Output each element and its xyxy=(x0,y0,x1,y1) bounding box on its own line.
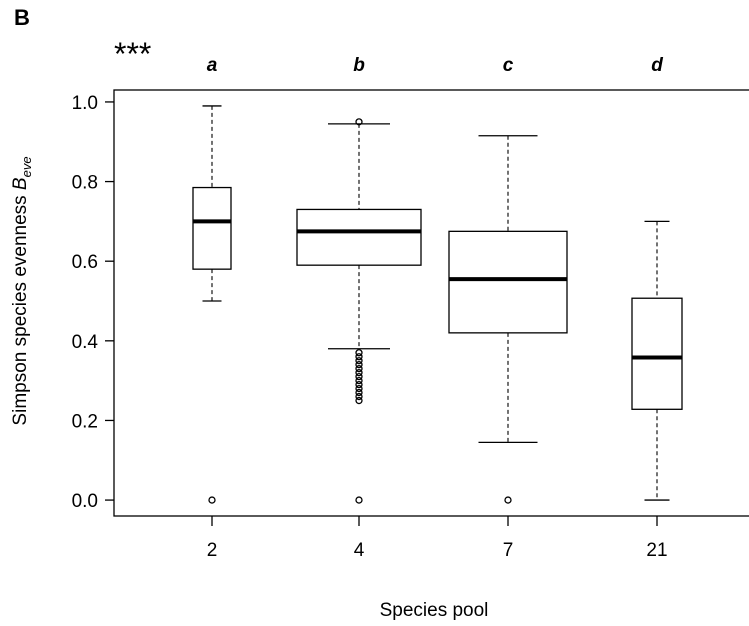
box-body xyxy=(448,230,568,334)
outlier-point xyxy=(355,361,363,369)
significance-label: *** xyxy=(114,36,151,72)
box-body xyxy=(631,297,683,410)
box-21 xyxy=(631,220,683,501)
outlier-point xyxy=(355,373,363,381)
panel-label: B xyxy=(14,5,30,30)
y-tick-label: 0.6 xyxy=(72,252,98,273)
outlier-point xyxy=(504,496,512,504)
outlier-point xyxy=(355,380,363,389)
x-tick-label: 4 xyxy=(354,540,365,561)
y-axis: 0.0 0.2 0.4 0.6 0.8 1.0 xyxy=(72,93,114,512)
boxes xyxy=(192,105,683,504)
y-tick-label: 0.0 xyxy=(72,491,98,512)
outlier-point xyxy=(208,496,216,504)
outlier-point xyxy=(355,496,363,504)
outlier-point xyxy=(355,376,363,385)
box-2 xyxy=(192,105,232,504)
y-tick-label: 0.4 xyxy=(72,332,99,353)
outlier-point xyxy=(355,349,363,357)
y-tick-label: 0.8 xyxy=(72,173,98,194)
outlier-point xyxy=(355,392,363,401)
plot-frame xyxy=(113,89,749,517)
group-letter: d xyxy=(651,55,663,76)
outlier-point xyxy=(355,357,363,365)
x-tick-label: 7 xyxy=(503,540,514,561)
outlier-point xyxy=(355,353,363,361)
x-tick-label: 2 xyxy=(207,540,218,561)
outlier-point xyxy=(355,396,363,405)
x-axis: 2 4 7 21 xyxy=(207,516,668,561)
outlier-point xyxy=(355,365,363,373)
outlier-point xyxy=(355,118,363,126)
outlier-point xyxy=(355,384,363,393)
y-tick-label: 1.0 xyxy=(72,93,98,114)
group-letter: a xyxy=(207,55,218,76)
x-axis-title: Species pool xyxy=(380,600,489,621)
group-letter: b xyxy=(353,55,365,76)
y-axis-title-main: Simpson species evenness xyxy=(10,190,31,426)
y-axis-title-symbol: B xyxy=(10,177,31,190)
y-axis-title-subscript: eve xyxy=(19,156,34,177)
group-letters: a b c d xyxy=(207,55,663,76)
outlier-point xyxy=(355,388,363,397)
box-7 xyxy=(448,135,568,504)
outlier-point xyxy=(355,369,363,377)
box-4 xyxy=(296,118,422,504)
box-body xyxy=(296,208,422,266)
y-axis-title: Simpson species evenness Beve xyxy=(10,156,34,425)
x-tick-label: 21 xyxy=(646,540,667,561)
y-tick-label: 0.2 xyxy=(72,411,98,432)
group-letter: c xyxy=(503,55,514,76)
box-body xyxy=(192,186,232,270)
